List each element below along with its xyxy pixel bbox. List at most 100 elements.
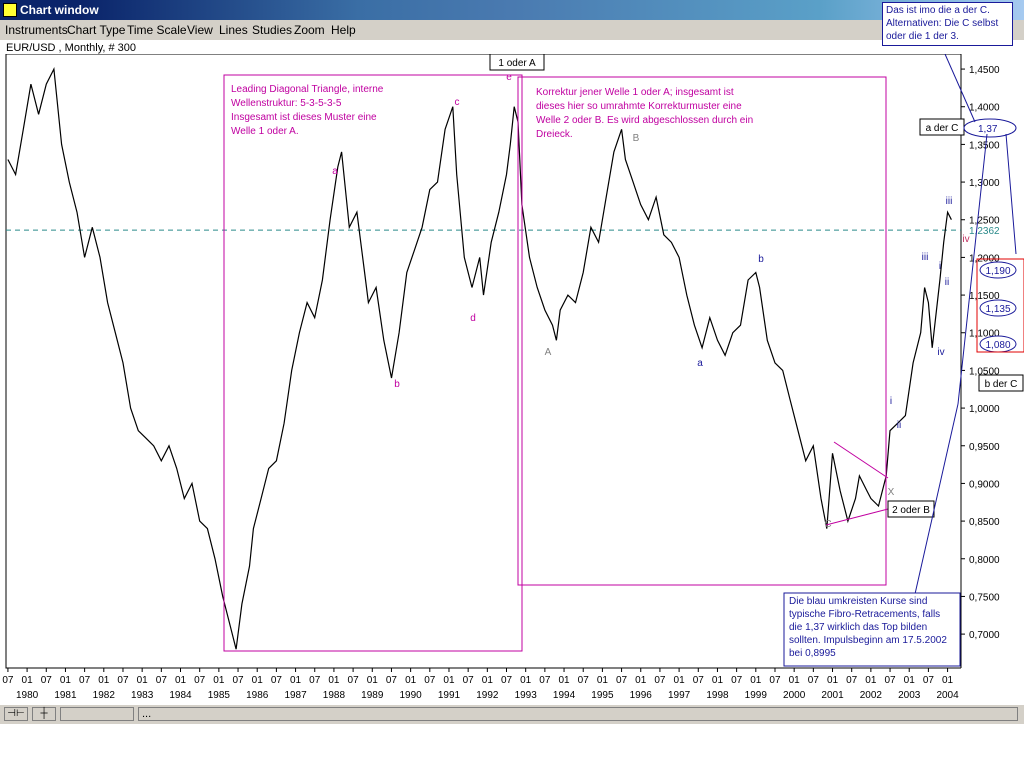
menu-item-zoom[interactable]: Zoom — [294, 23, 325, 37]
y-tick-label: 1,2500 — [969, 216, 1000, 227]
y-tick-label: 1,0000 — [969, 404, 1000, 415]
x-tick-month: 07 — [923, 675, 935, 686]
callout-box-top: Das ist imo die a der C. Alternativen: D… — [882, 2, 1013, 46]
menu-item-view[interactable]: View — [187, 23, 213, 37]
x-tick-month: 01 — [98, 675, 110, 686]
x-tick-month: 01 — [367, 675, 379, 686]
correction-box — [517, 76, 887, 586]
pin-icon[interactable]: ⊣⊢ — [4, 707, 28, 721]
menu-bar: Instruments Chart Type Time Scale View L… — [0, 20, 1024, 40]
triangle-lower-line — [825, 508, 889, 526]
leading-diagonal-box — [223, 74, 523, 652]
x-tick-year: 1995 — [591, 690, 614, 701]
y-tick-label: 1,0500 — [969, 366, 1000, 377]
x-tick-month: 01 — [904, 675, 916, 686]
x-tick-month: 07 — [156, 675, 168, 686]
wave-label-magenta: d — [470, 313, 476, 324]
x-tick-month: 07 — [654, 675, 666, 686]
wave-label-magenta: c — [455, 97, 460, 108]
wave-label-blue: iv — [937, 347, 944, 358]
x-tick-year: 1987 — [284, 690, 307, 701]
x-tick-month: 07 — [808, 675, 820, 686]
status-bar: ⊣⊢ ┼ ... — [0, 704, 1024, 725]
annotation-text-2: Korrektur jener Welle 1 oder A; insgesam… — [536, 87, 734, 98]
x-tick-year: 1992 — [476, 690, 499, 701]
status-text: ... — [142, 708, 152, 720]
label-1-oder-a: 1 oder A — [498, 58, 536, 69]
x-tick-month: 07 — [501, 675, 513, 686]
y-tick-label: 0,9000 — [969, 479, 1000, 490]
annotation-text-1: Leading Diagonal Triangle, interne — [231, 84, 384, 95]
fib-circle — [979, 261, 1017, 279]
x-tick-year: 1994 — [553, 690, 576, 701]
x-tick-year: 1996 — [630, 690, 653, 701]
callout-text-bottom: sollten. Impulsbeginn am 17.5.2002 — [789, 635, 947, 646]
x-tick-month: 01 — [213, 675, 225, 686]
symbol-label: EUR/USD , Monthly, # 300 — [6, 42, 137, 54]
x-tick-year: 1997 — [668, 690, 691, 701]
x-tick-month: 01 — [558, 675, 570, 686]
menu-item-studies[interactable]: Studies — [252, 23, 293, 37]
fib-bracket — [976, 258, 1024, 353]
x-tick-year: 2003 — [898, 690, 921, 701]
x-tick-month: 07 — [539, 675, 551, 686]
window-title: Chart window — [20, 3, 99, 17]
y-tick-label: 1,1000 — [969, 329, 1000, 340]
x-tick-month: 07 — [309, 675, 321, 686]
x-tick-month: 07 — [731, 675, 743, 686]
x-tick-month: 01 — [712, 675, 724, 686]
menu-item-instruments[interactable]: Instruments — [5, 23, 68, 37]
fib-level: 1,135 — [985, 304, 1010, 315]
annotation-text-2: Dreieck. — [536, 129, 573, 140]
x-tick-month: 07 — [117, 675, 129, 686]
x-tick-month: 07 — [79, 675, 91, 686]
x-tick-month: 01 — [252, 675, 264, 686]
menu-item-lines[interactable]: Lines — [219, 23, 248, 37]
x-tick-month: 01 — [865, 675, 877, 686]
x-tick-year: 1993 — [515, 690, 538, 701]
callout-text-bottom: bei 0,8995 — [789, 648, 836, 659]
app-icon — [3, 3, 17, 17]
fib-circle — [979, 299, 1017, 317]
x-tick-month: 07 — [271, 675, 283, 686]
wave-label-blue: b — [758, 254, 764, 265]
x-tick-year: 1983 — [131, 690, 154, 701]
x-tick-month: 07 — [424, 675, 436, 686]
x-tick-month: 01 — [674, 675, 686, 686]
annotation-text-2: Welle 2 oder B. Es wird abgeschlossen du… — [536, 115, 753, 126]
x-tick-month: 07 — [2, 675, 14, 686]
crosshair-icon[interactable]: ┼ — [32, 707, 56, 721]
x-tick-month: 01 — [750, 675, 762, 686]
triangle-upper-line — [833, 441, 889, 479]
x-tick-month: 07 — [232, 675, 244, 686]
wave-label-gray: B — [633, 133, 640, 144]
y-tick-label: 0,8000 — [969, 555, 1000, 566]
title-bar: Chart window — [0, 0, 1024, 20]
x-tick-month: 07 — [693, 675, 705, 686]
x-tick-year: 2001 — [821, 690, 844, 701]
x-tick-year: 1980 — [16, 690, 39, 701]
label-a-der-c: a der C — [926, 123, 959, 134]
x-tick-year: 1999 — [745, 690, 768, 701]
fib-level: 1,190 — [985, 266, 1010, 277]
price-chart[interactable]: 1,45001,40001,35001,30001,25001,20001,15… — [0, 53, 1024, 704]
menu-item-time-scale[interactable]: Time Scale — [127, 23, 187, 37]
y-tick-label: 1,4500 — [969, 65, 1000, 76]
menu-item-chart-type[interactable]: Chart Type — [67, 23, 126, 37]
wave-label-blue: ii — [945, 277, 949, 288]
wave-label-blue: i — [939, 261, 941, 272]
menu-item-help[interactable]: Help — [331, 23, 356, 37]
x-tick-month: 01 — [635, 675, 647, 686]
callout-text-bottom: typische Fibro-Retracements, falls — [789, 609, 940, 620]
x-tick-month: 07 — [846, 675, 858, 686]
chart-area[interactable]: 1,4500 1,4000 1,3500 1,3000 1,2500 1,2000 1,15… — [0, 53, 1024, 704]
x-tick-month: 01 — [137, 675, 149, 686]
x-tick-year: 1998 — [706, 690, 729, 701]
annotation-text-1: Insgesamt ist dieses Muster eine — [231, 112, 377, 123]
wave-label-blue: iii — [946, 196, 953, 207]
x-tick-month: 07 — [194, 675, 206, 686]
x-tick-month: 07 — [348, 675, 360, 686]
wave-label-magenta: a — [332, 166, 338, 177]
x-tick-month: 01 — [443, 675, 455, 686]
x-tick-month: 01 — [827, 675, 839, 686]
